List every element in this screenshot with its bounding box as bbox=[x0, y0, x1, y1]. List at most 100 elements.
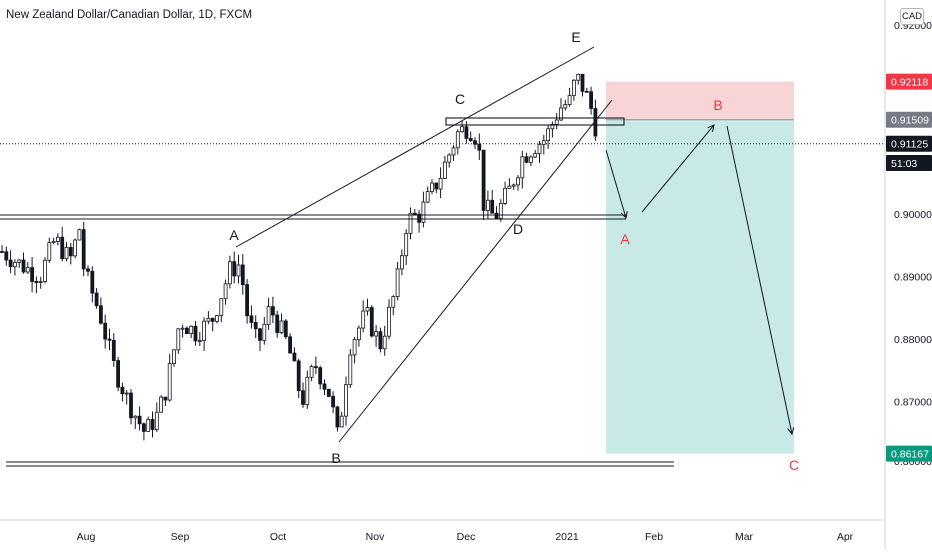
candle-body bbox=[382, 335, 387, 350]
candle-body bbox=[206, 317, 211, 322]
candle-body bbox=[404, 233, 409, 257]
candle-body bbox=[438, 177, 443, 190]
wave-label-c: C bbox=[455, 91, 465, 107]
candle-body bbox=[0, 251, 4, 253]
candle-body bbox=[12, 262, 17, 268]
candle-body bbox=[180, 327, 185, 330]
candle-body bbox=[60, 236, 65, 260]
candle bbox=[219, 298, 224, 323]
candle-body bbox=[468, 138, 473, 142]
candle-body bbox=[288, 336, 293, 354]
candle bbox=[137, 406, 142, 431]
candle bbox=[301, 382, 305, 408]
candle-body bbox=[103, 322, 108, 340]
candle bbox=[288, 333, 293, 354]
candle-body bbox=[262, 323, 267, 341]
candle-body bbox=[507, 185, 512, 189]
candle-body bbox=[90, 270, 95, 294]
candle bbox=[455, 129, 460, 155]
candle bbox=[309, 364, 314, 382]
candle-body bbox=[559, 107, 563, 121]
candle bbox=[348, 348, 353, 388]
candle-body bbox=[417, 213, 422, 223]
candle-body bbox=[485, 199, 490, 211]
candle bbox=[103, 314, 108, 349]
arrow-to-b-shaft bbox=[641, 124, 715, 213]
candle bbox=[34, 276, 39, 294]
candle-body bbox=[111, 339, 116, 361]
candle-body bbox=[249, 315, 254, 323]
candle bbox=[490, 189, 495, 214]
arrow-to-a-head bbox=[620, 211, 628, 220]
candle bbox=[90, 266, 95, 303]
candle-body bbox=[137, 415, 142, 425]
candle-body bbox=[120, 386, 125, 395]
candle bbox=[529, 155, 533, 167]
projection-label-b: B bbox=[713, 97, 722, 113]
candle bbox=[60, 226, 65, 262]
candle-body bbox=[133, 415, 138, 419]
candle bbox=[567, 87, 572, 107]
candle-body bbox=[8, 259, 13, 268]
candle bbox=[378, 327, 383, 353]
candle-body bbox=[141, 423, 146, 432]
candle bbox=[133, 415, 138, 429]
candle bbox=[279, 313, 284, 335]
price-badge-bg bbox=[886, 135, 932, 152]
candle bbox=[150, 411, 155, 438]
candle-body bbox=[408, 212, 413, 234]
candle bbox=[81, 221, 86, 277]
candle bbox=[197, 332, 202, 346]
candle bbox=[369, 305, 374, 338]
candle-body bbox=[378, 331, 383, 350]
candle bbox=[51, 237, 56, 245]
arrow-to-a-shaft bbox=[605, 149, 627, 219]
candle bbox=[550, 121, 555, 138]
candle-body bbox=[503, 187, 508, 204]
time-tick-label: Nov bbox=[366, 531, 385, 543]
candle bbox=[120, 382, 125, 402]
candle-body bbox=[56, 236, 60, 242]
candle bbox=[417, 209, 422, 233]
candle bbox=[154, 402, 159, 433]
candle-body bbox=[215, 315, 219, 322]
candle-body bbox=[163, 396, 168, 401]
candle bbox=[313, 356, 318, 375]
candle-body bbox=[524, 156, 529, 163]
candle bbox=[326, 388, 331, 398]
candle-body bbox=[331, 396, 336, 408]
arrow-to-c-shaft bbox=[726, 125, 793, 435]
candle bbox=[43, 257, 47, 284]
currency-button[interactable]: CAD bbox=[900, 8, 924, 25]
candle bbox=[8, 250, 13, 274]
candle bbox=[468, 131, 473, 142]
candle-body bbox=[473, 140, 477, 145]
candle bbox=[524, 152, 529, 164]
candle bbox=[584, 87, 589, 93]
candle-body bbox=[232, 261, 237, 277]
candle bbox=[184, 326, 189, 334]
candle-body bbox=[146, 419, 151, 432]
price-tick-label: 0.88000 bbox=[894, 334, 932, 346]
candle bbox=[481, 149, 486, 220]
candle bbox=[167, 354, 172, 402]
candle-body bbox=[567, 95, 572, 105]
candle bbox=[430, 179, 434, 195]
candle bbox=[0, 245, 4, 254]
candle bbox=[180, 324, 185, 338]
candle bbox=[56, 233, 60, 246]
candle bbox=[361, 300, 366, 333]
candle bbox=[266, 297, 271, 331]
candle bbox=[68, 242, 73, 265]
candle bbox=[116, 356, 120, 392]
time-tick-label: Aug bbox=[77, 531, 96, 543]
candle-body bbox=[223, 283, 228, 300]
candle bbox=[541, 134, 546, 155]
candle bbox=[64, 242, 69, 262]
candle-body bbox=[25, 267, 30, 273]
candle-body bbox=[172, 349, 176, 364]
time-tick-label: Oct bbox=[270, 531, 286, 543]
